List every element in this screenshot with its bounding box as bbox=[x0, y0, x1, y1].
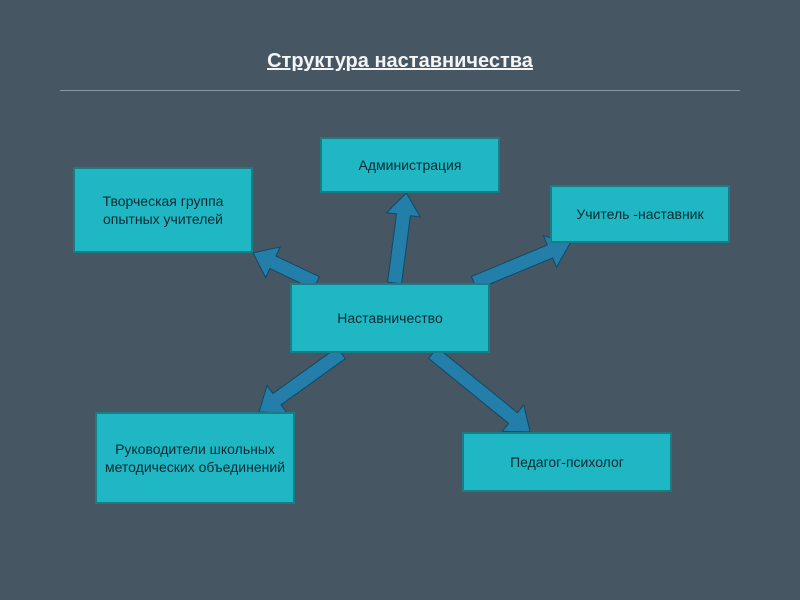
connector-admin bbox=[387, 193, 421, 284]
node-leaders: Руководители школьных методических объед… bbox=[95, 412, 295, 504]
title-rule bbox=[60, 90, 740, 91]
node-creative: Творческая группа опытных учителей bbox=[73, 167, 253, 253]
connector-psych bbox=[429, 348, 530, 432]
node-admin: Администрация bbox=[320, 137, 500, 193]
connector-teacher bbox=[471, 236, 570, 290]
node-psych: Педагог-психолог bbox=[462, 432, 672, 492]
connector-leaders bbox=[259, 347, 345, 413]
node-center: Наставничество bbox=[290, 283, 490, 353]
node-teacher: Учитель -наставник bbox=[550, 185, 730, 243]
page-title: Структура наставничества bbox=[267, 50, 533, 73]
